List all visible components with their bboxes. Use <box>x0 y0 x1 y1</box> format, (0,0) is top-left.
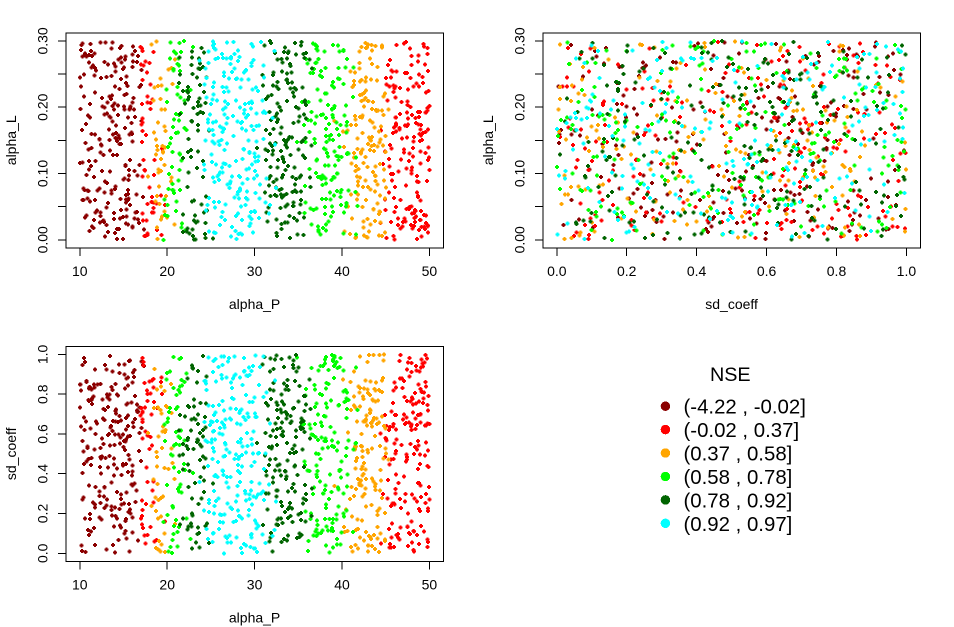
svg-text:0.00: 0.00 <box>511 226 527 253</box>
svg-text:0.30: 0.30 <box>511 27 527 54</box>
svg-text:alpha_L: alpha_L <box>3 115 19 165</box>
svg-text:1.0: 1.0 <box>897 263 917 279</box>
svg-text:10: 10 <box>72 576 88 592</box>
svg-text:(0.37 , 0.58]: (0.37 , 0.58] <box>684 444 793 466</box>
svg-text:alpha_L: alpha_L <box>480 115 496 165</box>
svg-text:20: 20 <box>159 263 175 279</box>
svg-text:0.4: 0.4 <box>687 263 707 279</box>
svg-text:0.4: 0.4 <box>34 464 50 484</box>
svg-text:0.2: 0.2 <box>617 263 637 279</box>
svg-text:0.6: 0.6 <box>757 263 777 279</box>
svg-text:0.0: 0.0 <box>547 263 567 279</box>
svg-text:(0.58 , 0.78]: (0.58 , 0.78] <box>684 467 793 489</box>
svg-text:(0.78 , 0.92]: (0.78 , 0.92] <box>684 490 793 512</box>
svg-text:(-4.22 , -0.02]: (-4.22 , -0.02] <box>684 397 806 419</box>
svg-text:0.20: 0.20 <box>34 93 50 120</box>
svg-text:0.0: 0.0 <box>34 543 50 563</box>
svg-text:0.00: 0.00 <box>34 226 50 253</box>
svg-text:10: 10 <box>72 263 88 279</box>
svg-text:0.8: 0.8 <box>827 263 847 279</box>
svg-text:alpha_P: alpha_P <box>229 296 280 312</box>
svg-text:40: 40 <box>334 576 350 592</box>
svg-text:sd_coeff: sd_coeff <box>705 296 758 312</box>
svg-text:40: 40 <box>334 263 350 279</box>
svg-text:20: 20 <box>159 576 175 592</box>
svg-text:50: 50 <box>422 263 438 279</box>
svg-text:30: 30 <box>247 263 263 279</box>
svg-text:30: 30 <box>247 576 263 592</box>
svg-text:alpha_P: alpha_P <box>229 609 280 625</box>
svg-text:0.6: 0.6 <box>34 424 50 444</box>
svg-text:NSE: NSE <box>710 364 751 386</box>
svg-text:0.2: 0.2 <box>34 504 50 524</box>
svg-text:(-0.02 , 0.37]: (-0.02 , 0.37] <box>684 420 800 442</box>
svg-text:0.30: 0.30 <box>34 27 50 54</box>
svg-text:(0.92 , 0.97]: (0.92 , 0.97] <box>684 514 793 536</box>
svg-text:0.8: 0.8 <box>34 384 50 404</box>
svg-text:0.10: 0.10 <box>511 160 527 187</box>
svg-text:0.20: 0.20 <box>511 93 527 120</box>
svg-text:50: 50 <box>422 576 438 592</box>
svg-text:sd_coeff: sd_coeff <box>3 427 19 480</box>
svg-text:1.0: 1.0 <box>34 344 50 364</box>
svg-text:0.10: 0.10 <box>34 160 50 187</box>
